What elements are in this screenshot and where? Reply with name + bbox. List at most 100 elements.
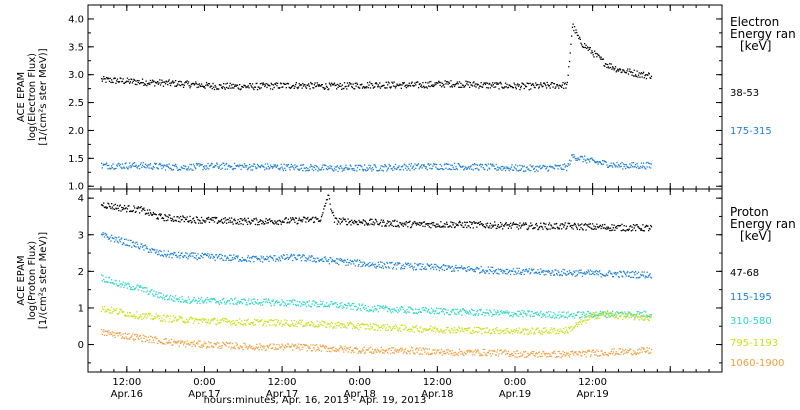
data-point xyxy=(119,204,121,206)
data-point xyxy=(307,322,309,324)
data-point xyxy=(282,168,284,170)
data-point xyxy=(274,222,277,224)
data-point xyxy=(359,168,361,171)
data-point xyxy=(233,322,235,325)
data-point xyxy=(269,88,272,90)
data-point xyxy=(591,157,593,159)
data-point xyxy=(377,304,379,307)
data-point xyxy=(201,252,203,254)
data-point xyxy=(650,314,652,316)
data-point xyxy=(275,221,277,223)
data-point xyxy=(353,222,355,225)
data-point xyxy=(448,82,451,84)
data-point xyxy=(632,224,635,226)
data-point xyxy=(456,267,459,269)
data-point xyxy=(583,320,585,322)
data-point xyxy=(182,215,184,217)
data-point xyxy=(397,263,400,265)
data-point xyxy=(138,247,140,249)
data-point xyxy=(286,222,288,224)
data-point xyxy=(309,305,311,307)
data-point xyxy=(387,310,389,313)
data-point xyxy=(397,309,400,311)
data-point xyxy=(503,225,505,227)
data-point xyxy=(246,256,249,259)
data-point xyxy=(272,257,274,259)
data-point xyxy=(191,252,193,254)
data-point xyxy=(609,270,611,272)
data-point xyxy=(267,258,269,260)
data-point xyxy=(144,244,146,247)
data-point xyxy=(397,166,400,169)
data-point xyxy=(177,256,179,258)
data-point xyxy=(359,261,361,263)
data-point xyxy=(637,167,640,169)
data-point xyxy=(190,301,192,303)
data-point xyxy=(430,227,432,229)
data-point xyxy=(103,233,105,236)
data-point xyxy=(545,87,548,89)
data-point xyxy=(392,308,395,310)
data-point xyxy=(341,324,343,326)
data-point xyxy=(602,311,604,313)
data-point xyxy=(415,268,418,270)
data-point xyxy=(169,296,171,298)
data-point xyxy=(589,269,591,271)
data-point xyxy=(524,170,526,172)
data-point xyxy=(226,300,228,302)
data-point xyxy=(118,81,120,83)
data-point xyxy=(131,164,134,166)
data-point xyxy=(254,318,256,320)
data-point xyxy=(543,331,545,334)
data-point xyxy=(302,219,304,221)
data-point xyxy=(512,268,515,270)
data-point xyxy=(600,312,602,314)
data-point xyxy=(468,225,470,227)
data-point xyxy=(598,226,600,228)
data-point xyxy=(300,164,302,166)
data-point xyxy=(461,328,464,331)
data-point xyxy=(277,82,279,84)
data-point xyxy=(387,84,389,86)
data-point xyxy=(361,323,363,325)
data-point xyxy=(435,307,438,309)
data-point xyxy=(315,85,318,87)
data-point xyxy=(643,77,645,79)
data-point xyxy=(143,249,145,251)
data-point xyxy=(239,302,241,304)
data-point xyxy=(550,311,552,313)
data-point xyxy=(608,316,610,318)
data-point xyxy=(524,84,526,86)
data-point xyxy=(366,85,368,88)
data-point xyxy=(296,223,298,225)
data-point xyxy=(569,52,571,54)
data-point xyxy=(338,305,341,308)
data-point xyxy=(166,294,168,296)
data-point xyxy=(410,227,412,229)
data-point xyxy=(402,267,404,270)
data-point xyxy=(354,169,356,172)
data-point xyxy=(264,320,266,322)
data-point xyxy=(446,268,448,270)
data-point xyxy=(203,166,205,168)
data-point xyxy=(366,323,369,326)
data-point xyxy=(523,333,525,335)
data-point xyxy=(612,66,614,68)
data-point xyxy=(389,165,392,167)
data-point xyxy=(540,310,542,313)
data-point xyxy=(280,223,282,225)
data-point xyxy=(488,167,490,169)
data-point xyxy=(142,317,144,319)
data-point xyxy=(412,309,414,311)
data-point xyxy=(499,269,501,271)
data-point xyxy=(449,225,451,227)
data-point xyxy=(205,302,208,304)
data-point xyxy=(463,221,466,223)
data-point xyxy=(640,228,643,230)
data-point xyxy=(343,261,345,263)
data-point xyxy=(394,87,397,89)
data-point xyxy=(112,163,114,165)
data-point xyxy=(216,222,218,224)
data-point xyxy=(548,331,550,333)
data-point xyxy=(168,298,170,300)
